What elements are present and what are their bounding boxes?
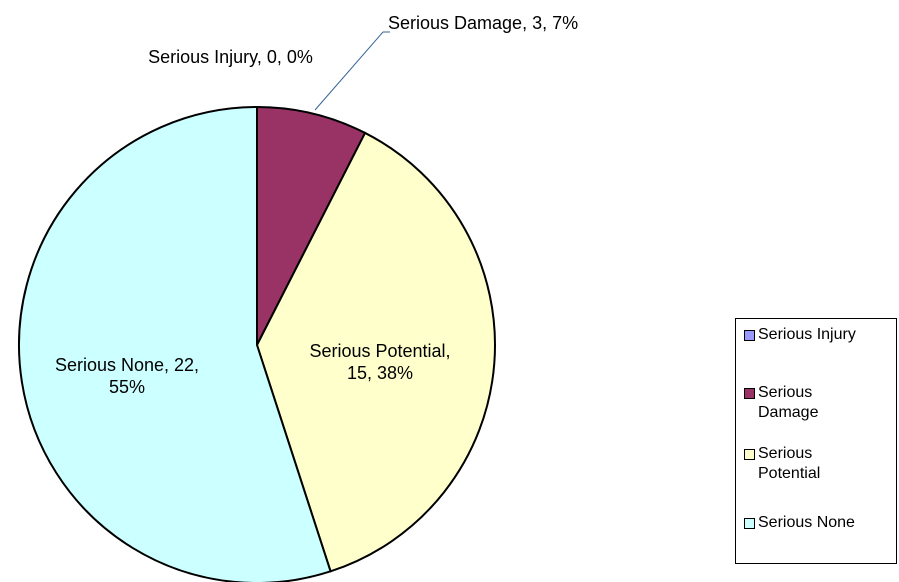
legend-label: Serious Injury bbox=[758, 326, 856, 343]
data-label: Serious Damage, 3, 7% bbox=[388, 13, 579, 33]
legend-label: Serious None bbox=[758, 514, 855, 531]
legend-swatch bbox=[744, 388, 755, 399]
data-label: Serious None, 22, 55% bbox=[54, 355, 200, 397]
pie-slice bbox=[256, 105, 367, 346]
legend-swatch bbox=[744, 449, 755, 460]
legend-swatch bbox=[744, 330, 755, 341]
legend-label: Serious Damage bbox=[758, 384, 819, 421]
legend-swatch bbox=[744, 518, 755, 529]
data-label: Serious Potential, 15, 38% bbox=[309, 341, 451, 383]
data-label: Serious Injury, 0, 0% bbox=[148, 47, 313, 67]
leader-line bbox=[314, 31, 390, 111]
legend: Serious Injury Serious Damage Serious Pote… bbox=[735, 318, 897, 564]
pie-slice bbox=[255, 131, 496, 573]
pie-slice bbox=[18, 105, 332, 582]
legend-label: Serious Potential bbox=[758, 445, 821, 482]
